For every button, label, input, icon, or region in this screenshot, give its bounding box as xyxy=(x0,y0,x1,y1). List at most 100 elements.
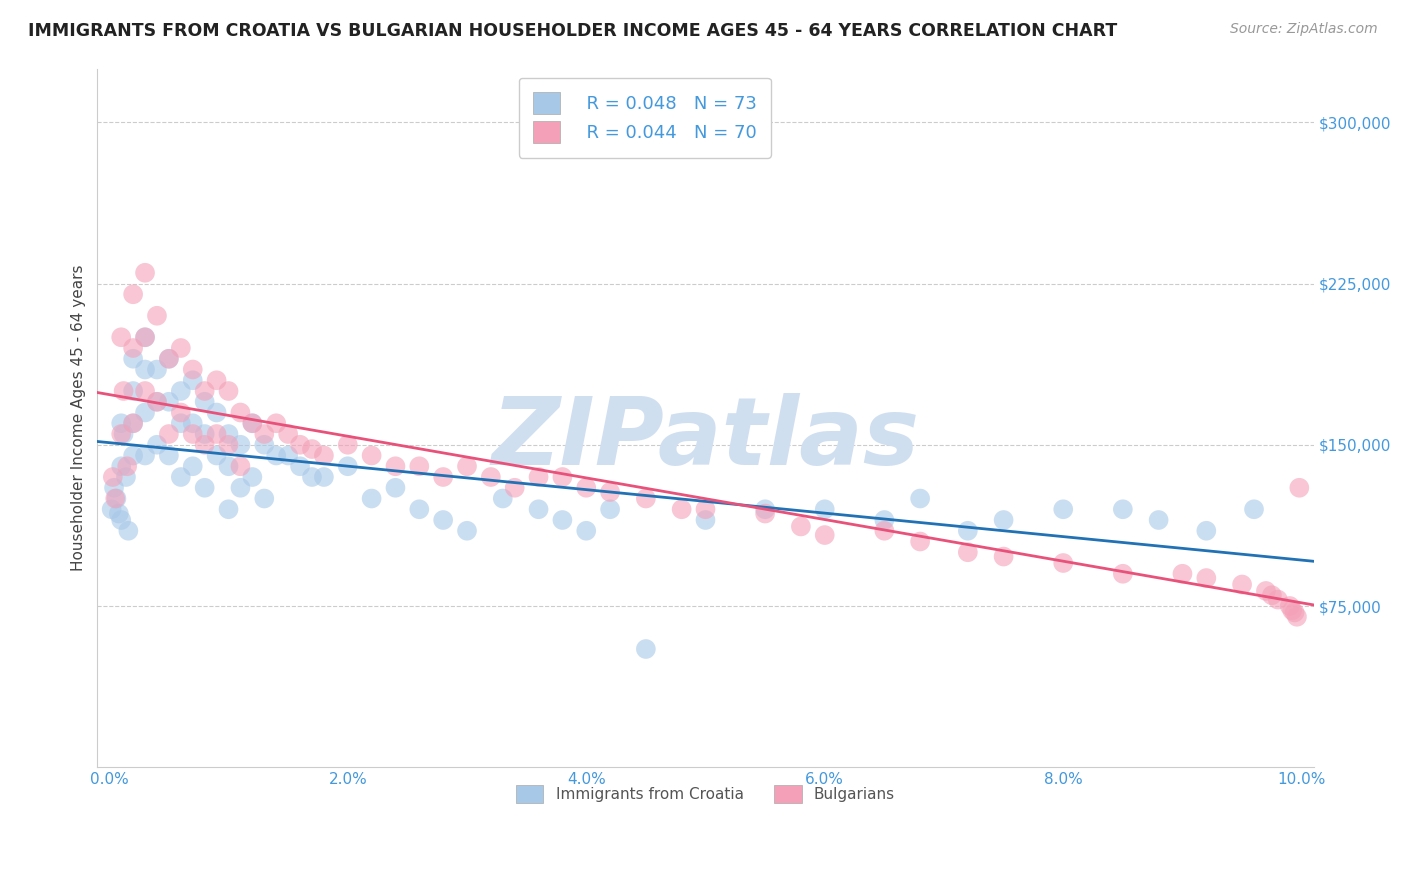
Point xyxy=(1195,524,1218,538)
Point xyxy=(599,485,621,500)
Point xyxy=(253,438,276,452)
Point xyxy=(115,470,138,484)
Point xyxy=(105,491,128,506)
Point xyxy=(218,502,240,516)
Point xyxy=(229,459,252,474)
Point xyxy=(1278,599,1301,613)
Point xyxy=(122,449,145,463)
Point xyxy=(134,330,156,344)
Point xyxy=(575,481,598,495)
Point xyxy=(551,513,574,527)
Point xyxy=(110,330,132,344)
Point xyxy=(956,524,979,538)
Point xyxy=(1147,513,1170,527)
Point xyxy=(134,362,156,376)
Point xyxy=(181,459,204,474)
Point xyxy=(1285,609,1308,624)
Point xyxy=(288,459,311,474)
Y-axis label: Householder Income Ages 45 - 64 years: Householder Income Ages 45 - 64 years xyxy=(72,265,86,571)
Point xyxy=(908,491,931,506)
Point xyxy=(115,459,138,474)
Point xyxy=(384,459,406,474)
Point xyxy=(218,427,240,442)
Point xyxy=(205,449,228,463)
Point xyxy=(218,459,240,474)
Point xyxy=(218,438,240,452)
Point xyxy=(1230,577,1253,591)
Point xyxy=(229,481,252,495)
Point xyxy=(157,351,180,366)
Point xyxy=(408,459,430,474)
Point xyxy=(194,394,217,409)
Text: IMMIGRANTS FROM CROATIA VS BULGARIAN HOUSEHOLDER INCOME AGES 45 - 64 YEARS CORRE: IMMIGRANTS FROM CROATIA VS BULGARIAN HOU… xyxy=(28,22,1118,40)
Point xyxy=(122,341,145,355)
Point xyxy=(790,519,813,533)
Point xyxy=(993,549,1015,564)
Point xyxy=(814,528,837,542)
Point xyxy=(134,405,156,419)
Point xyxy=(170,341,193,355)
Point xyxy=(336,438,359,452)
Point xyxy=(599,502,621,516)
Point xyxy=(110,427,132,442)
Point xyxy=(993,513,1015,527)
Point xyxy=(1243,502,1265,516)
Point xyxy=(456,459,478,474)
Point xyxy=(134,449,156,463)
Point xyxy=(194,384,217,398)
Point xyxy=(492,491,515,506)
Text: Source: ZipAtlas.com: Source: ZipAtlas.com xyxy=(1230,22,1378,37)
Point xyxy=(170,470,193,484)
Point xyxy=(157,394,180,409)
Point xyxy=(157,351,180,366)
Point xyxy=(112,427,135,442)
Point xyxy=(157,449,180,463)
Point xyxy=(181,373,204,387)
Point xyxy=(695,513,717,527)
Point xyxy=(277,427,299,442)
Point xyxy=(336,459,359,474)
Point xyxy=(122,417,145,431)
Point xyxy=(146,438,169,452)
Point xyxy=(122,417,145,431)
Point xyxy=(181,417,204,431)
Point xyxy=(205,405,228,419)
Point xyxy=(1281,603,1303,617)
Point xyxy=(253,491,276,506)
Point xyxy=(194,481,217,495)
Point xyxy=(360,449,382,463)
Point xyxy=(503,481,526,495)
Point xyxy=(205,427,228,442)
Point xyxy=(194,427,217,442)
Point xyxy=(157,427,180,442)
Point xyxy=(218,384,240,398)
Point xyxy=(134,330,156,344)
Point xyxy=(1254,584,1277,599)
Point xyxy=(956,545,979,559)
Point xyxy=(146,394,169,409)
Point xyxy=(104,491,127,506)
Point xyxy=(240,470,263,484)
Point xyxy=(108,507,131,521)
Point xyxy=(1171,566,1194,581)
Point xyxy=(1261,588,1284,602)
Point xyxy=(1284,606,1306,620)
Point xyxy=(384,481,406,495)
Point xyxy=(229,405,252,419)
Point xyxy=(240,417,263,431)
Point xyxy=(205,373,228,387)
Point xyxy=(277,449,299,463)
Point xyxy=(873,513,896,527)
Point xyxy=(1288,481,1310,495)
Point xyxy=(134,266,156,280)
Point xyxy=(754,502,776,516)
Point xyxy=(110,513,132,527)
Point xyxy=(229,438,252,452)
Point xyxy=(479,470,502,484)
Point xyxy=(170,417,193,431)
Point xyxy=(527,502,550,516)
Point xyxy=(181,362,204,376)
Point xyxy=(1267,592,1289,607)
Point xyxy=(288,438,311,452)
Point xyxy=(146,394,169,409)
